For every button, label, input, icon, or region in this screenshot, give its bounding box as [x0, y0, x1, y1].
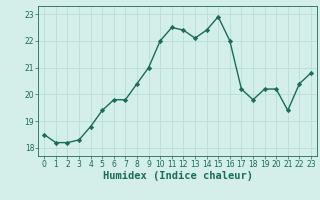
- X-axis label: Humidex (Indice chaleur): Humidex (Indice chaleur): [103, 171, 252, 181]
